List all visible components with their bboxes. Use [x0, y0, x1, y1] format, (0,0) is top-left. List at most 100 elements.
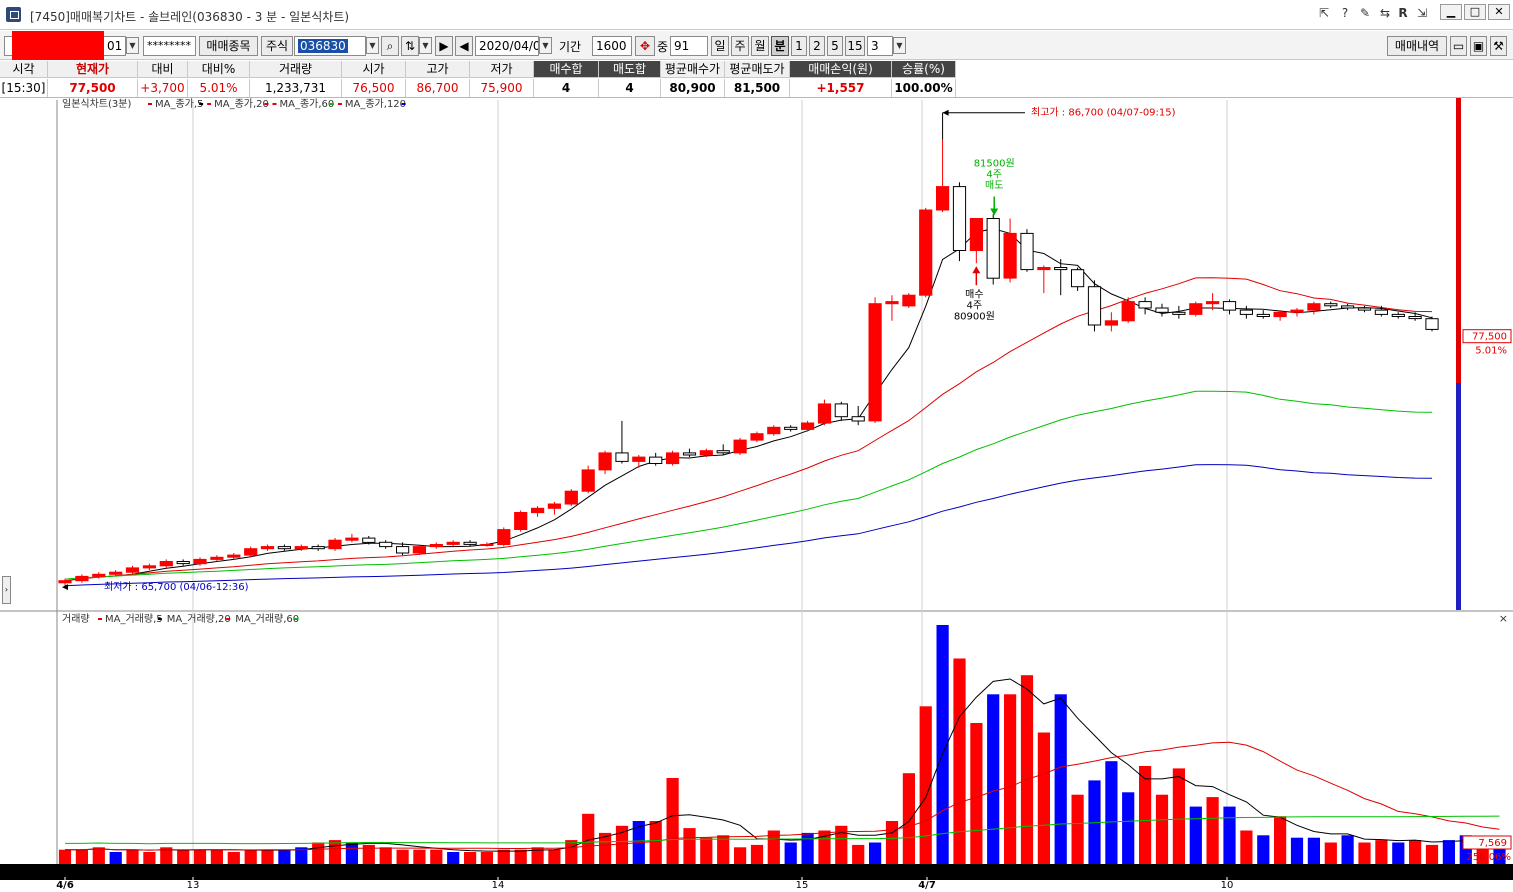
maximize-button[interactable]: □ — [1464, 4, 1486, 20]
volume-bar — [885, 821, 899, 864]
volume-bar — [835, 825, 848, 864]
info-header-10: 평균매수가 — [661, 61, 725, 78]
volume-bar — [244, 849, 257, 864]
tf-week-button[interactable]: 주 — [731, 36, 749, 56]
tf-day-button[interactable]: 일 — [711, 36, 729, 56]
expand-panel-icon[interactable]: › — [2, 576, 11, 604]
tf-15-button[interactable]: 15 — [845, 36, 865, 56]
candle-body — [733, 439, 747, 454]
sell-annotation-line-2: 매도 — [985, 180, 1003, 192]
chart-config-icon[interactable]: ✥ — [635, 36, 655, 56]
buy-annotation-line-1: 4주 — [967, 300, 983, 311]
candle-body — [1121, 301, 1135, 322]
prev-arrow-icon[interactable]: ◀ — [455, 36, 473, 56]
close-button[interactable]: ✕ — [1488, 4, 1510, 20]
settings-icon[interactable]: ✎ — [1359, 6, 1371, 20]
candle-body — [1357, 307, 1372, 311]
candle-body — [598, 452, 612, 471]
sort-dropdown-icon[interactable]: ▼ — [419, 37, 432, 54]
candle-body — [1206, 301, 1220, 305]
volume-bar — [396, 849, 409, 864]
trade-history-button[interactable]: 매매내역 — [1387, 36, 1447, 56]
volume-bar — [210, 849, 223, 864]
volume-bar — [1155, 794, 1169, 864]
password-field[interactable]: ******** — [143, 36, 196, 56]
ma60-line — [64, 390, 1433, 580]
volume-bar — [1172, 768, 1185, 864]
stock-code-input[interactable]: 036830 — [294, 36, 366, 56]
tf-month-button[interactable]: 월 — [751, 36, 769, 56]
chart-area[interactable]: 일본식차트(3분) MA_종가,5 MA_종가,20 MA_종가,60 MA_종가,12… — [0, 98, 1513, 892]
r-icon[interactable]: R — [1398, 6, 1408, 20]
date-dropdown-icon[interactable]: ▼ — [539, 37, 552, 54]
buy-annotation-line-0: 매수 — [965, 288, 983, 300]
interval-input[interactable]: 3 — [867, 36, 893, 56]
candle-body — [1071, 269, 1085, 288]
candle-body — [193, 558, 207, 565]
candle-body — [362, 537, 376, 543]
volume-legend-item-1: MA_거래량,20 — [167, 613, 231, 625]
candle-body — [1256, 313, 1270, 317]
current-volume-pct-label: 256.06% — [1467, 852, 1512, 863]
volume-bar — [1139, 766, 1152, 864]
save-icon[interactable]: ▣ — [1470, 36, 1487, 56]
minimize-button[interactable]: ▁ — [1440, 4, 1462, 20]
volume-bar — [615, 825, 629, 864]
low-arrow-icon — [62, 584, 68, 591]
middle-input[interactable]: 91 — [670, 36, 708, 56]
candle-body — [1290, 309, 1304, 313]
volume-bar — [902, 773, 915, 864]
volume-bar — [1189, 806, 1202, 864]
search-icon[interactable]: ⌕ — [381, 36, 399, 56]
info-value-8: 4 — [534, 79, 599, 97]
wrench-icon[interactable]: ⚒ — [1490, 36, 1507, 56]
period-input[interactable]: 1600 — [592, 36, 632, 56]
account-dropdown-icon[interactable]: ▼ — [126, 37, 139, 54]
tf-2-button[interactable]: 2 — [809, 36, 825, 56]
stock-code-dropdown-icon[interactable]: ▼ — [366, 37, 379, 54]
candle-body — [446, 541, 460, 545]
x-axis-label-text-5: 10 — [1221, 880, 1234, 889]
candle-body — [682, 452, 697, 456]
next-arrow-icon[interactable]: ▶ — [435, 36, 453, 56]
info-value-7: 75,900 — [470, 79, 534, 97]
stock-select-button[interactable]: 매매종목 — [199, 36, 258, 56]
info-value-1: 77,500 — [48, 79, 138, 97]
tf-5-button[interactable]: 5 — [827, 36, 843, 56]
volume-bar — [1307, 837, 1320, 864]
dock-icon[interactable]: ⇲ — [1416, 6, 1428, 20]
volume-bar — [1223, 806, 1236, 864]
date-input[interactable]: 2020/04/07 — [475, 36, 539, 56]
legend-dash-icon — [207, 103, 212, 105]
help-icon[interactable]: ? — [1341, 6, 1349, 20]
market-button[interactable]: 주식 — [261, 36, 293, 56]
folder-icon[interactable]: ▭ — [1450, 36, 1467, 56]
candle-body — [345, 537, 359, 541]
x-axis-label-text-4: 4/7 — [918, 880, 936, 889]
price-legend-item-1: MA_종가,20 — [214, 98, 269, 110]
candle-body — [142, 565, 157, 569]
link-icon[interactable]: ⇆ — [1379, 6, 1391, 20]
candle-body — [952, 186, 967, 251]
window-title: [7450]매매복기차트 - 솔브레인(036830 - 3 분 - 일본식차트… — [30, 10, 350, 24]
tf-minute-button[interactable]: 분 — [771, 36, 789, 56]
tf-1-button[interactable]: 1 — [791, 36, 807, 56]
volume-bar — [1392, 842, 1405, 864]
volume-bar — [379, 847, 392, 864]
interval-dropdown-icon[interactable]: ▼ — [893, 37, 906, 54]
candle-body — [1341, 305, 1355, 309]
info-header-7: 저가 — [470, 61, 534, 78]
restore-icon[interactable]: ⇱ — [1318, 6, 1330, 20]
chart-svg[interactable]: 일본식차트(3분) MA_종가,5 MA_종가,20 MA_종가,60 MA_종가,12… — [0, 98, 1513, 892]
sort-icon[interactable]: ⇅ — [401, 36, 419, 56]
candle-body — [1104, 320, 1119, 326]
volume-bar — [143, 852, 156, 864]
candle-body — [1087, 286, 1102, 326]
candle-body — [666, 452, 680, 465]
account-suffix[interactable]: 01 — [104, 36, 126, 56]
volume-bar — [1341, 835, 1354, 864]
info-value-2: +3,700 — [138, 79, 188, 97]
candle-body — [1391, 313, 1405, 317]
candle-body — [1189, 303, 1203, 315]
info-header-0: 시각 — [0, 61, 48, 78]
